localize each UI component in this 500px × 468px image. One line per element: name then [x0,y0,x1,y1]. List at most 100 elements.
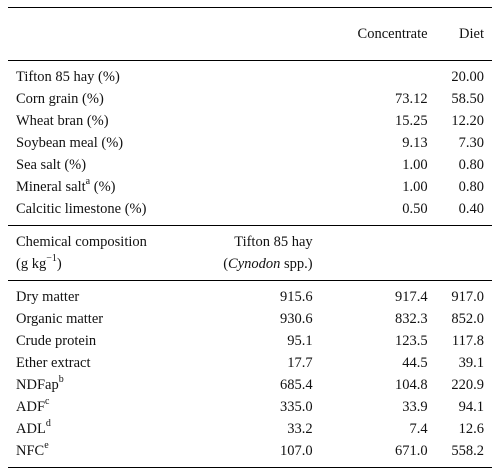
ingredient-diet: 12.20 [451,113,484,129]
composition-footnote: e [44,440,49,452]
composition-row: ADFc 335.0 33.9 94.1 [8,396,492,418]
ingredient-label: Corn grain (%) [8,88,212,110]
composition-hay: 930.6 [280,311,313,327]
composition-name: NFC [16,443,45,459]
ingredient-row: Tifton 85 hay (%) 20.00 [8,61,492,89]
header-diet: Diet [459,26,484,42]
ingredient-diet: 0.80 [458,179,484,195]
ingredient-name: Tifton 85 hay (%) [16,69,120,85]
composition-concentrate: 33.9 [402,399,428,415]
composition-hay: 33.2 [287,421,313,437]
ingredient-label: Soybean meal (%) [8,132,212,154]
ingredient-row: Wheat bran (%) 15.25 12.20 [8,110,492,132]
composition-hay: 335.0 [280,399,313,415]
composition-section: Dry matter 915.6 917.4 917.0 Organic matter 9… [8,281,492,468]
composition-concentrate: 104.8 [394,377,428,393]
composition-concentrate: 7.4 [409,421,428,437]
composition-label: Ether extract [8,352,212,374]
ingredient-footnote: a [85,176,91,188]
hay-genus: Cynodon [228,256,281,272]
composition-label: NDFapb [8,374,212,396]
ingredient-concentrate: 73.12 [394,91,428,107]
ingredient-name: Soybean meal (%) [16,135,124,151]
ingredient-name: Sea salt (%) [16,157,87,173]
ingredient-row: Sea salt (%) 1.00 0.80 [8,154,492,176]
chem-header-row-2: (g kg−1) (Cynodon spp.) [8,253,492,281]
composition-label: NFCe [8,440,212,468]
ingredient-label: Mineral salta (%) [8,176,212,198]
composition-hay: 17.7 [287,355,313,371]
hay-close: spp.) [280,256,313,272]
ingredient-row: Soybean meal (%) 9.13 7.30 [8,132,492,154]
composition-row: NDFapb 685.4 104.8 220.9 [8,374,492,396]
header-concentrate: Concentrate [357,26,428,42]
composition-diet: 39.1 [458,355,484,371]
composition-diet: 12.6 [458,421,484,437]
composition-concentrate: 671.0 [394,443,428,459]
ingredient-hay-cell [212,154,313,176]
ingredient-name: Mineral salt [16,179,86,195]
table-header-row: Concentrate Diet [8,7,492,61]
ingredient-diet: 20.00 [451,69,484,85]
composition-name: Crude protein [16,333,97,349]
composition-diet: 558.2 [451,443,484,459]
ingredient-label: Tifton 85 hay (%) [8,61,212,89]
chem-unit-pre: (g kg [16,256,47,272]
composition-hay: 95.1 [287,333,313,349]
composition-diet: 852.0 [451,311,484,327]
ingredient-name: Wheat bran (%) [16,113,109,129]
composition-concentrate: 832.3 [394,311,428,327]
chem-header-hay-1: Tifton 85 hay [234,234,313,250]
composition-name: Ether extract [16,355,91,371]
chem-header-row-1: Chemical composition Tifton 85 hay [8,225,492,254]
ingredient-hay-cell [212,176,313,198]
ingredient-hay-cell [212,61,313,89]
chem-header-label-2: (g kg−1) [8,253,212,281]
composition-footnote: b [58,374,64,386]
ingredient-concentrate [313,61,428,89]
ingredient-concentrate: 9.13 [402,135,428,151]
ingredient-hay-cell [212,88,313,110]
composition-concentrate: 917.4 [394,289,428,305]
composition-row: NFCe 107.0 671.0 558.2 [8,440,492,468]
composition-diet: 917.0 [451,289,484,305]
composition-name: ADF [16,399,46,415]
chem-unit-sup: −1 [46,253,57,265]
chem-header-hay-2: (Cynodon spp.) [212,253,313,281]
composition-label: Organic matter [8,308,212,330]
composition-concentrate: 44.5 [402,355,428,371]
ingredient-label: Sea salt (%) [8,154,212,176]
header-blank [8,8,212,61]
composition-diet: 220.9 [451,377,484,393]
composition-label: ADLd [8,418,212,440]
composition-row: Organic matter 930.6 832.3 852.0 [8,308,492,330]
composition-row: Ether extract 17.7 44.5 39.1 [8,352,492,374]
ingredient-name: Calcitic limestone (%) [16,201,147,217]
chem-unit-post: ) [56,256,62,272]
chem-header-label-1: Chemical composition [16,234,147,250]
diet-composition-table: Concentrate Diet Tifton 85 hay (%) 20.00 C… [8,7,492,468]
composition-name: Dry matter [16,289,80,305]
composition-name: ADL [16,421,46,437]
ingredient-concentrate: 15.25 [394,113,428,129]
ingredient-row: Mineral salta (%) 1.00 0.80 [8,176,492,198]
composition-footnote: d [45,418,51,430]
ingredient-unit: (%) [90,179,116,195]
ingredient-hay-cell [212,110,313,132]
ingredient-label: Wheat bran (%) [8,110,212,132]
composition-name: Organic matter [16,311,104,327]
header-blank-2 [212,8,313,61]
ingredient-hay-cell [212,198,313,226]
ingredients-section: Tifton 85 hay (%) 20.00 Corn grain (%) 73.1… [8,61,492,226]
ingredient-hay-cell [212,132,313,154]
composition-diet: 94.1 [458,399,484,415]
ingredient-label: Calcitic limestone (%) [8,198,212,226]
composition-hay: 685.4 [280,377,313,393]
composition-label: ADFc [8,396,212,418]
ingredient-row: Corn grain (%) 73.12 58.50 [8,88,492,110]
composition-hay: 107.0 [280,443,313,459]
composition-row: ADLd 33.2 7.4 12.6 [8,418,492,440]
composition-hay: 915.6 [280,289,313,305]
composition-name: NDFap [16,377,59,393]
